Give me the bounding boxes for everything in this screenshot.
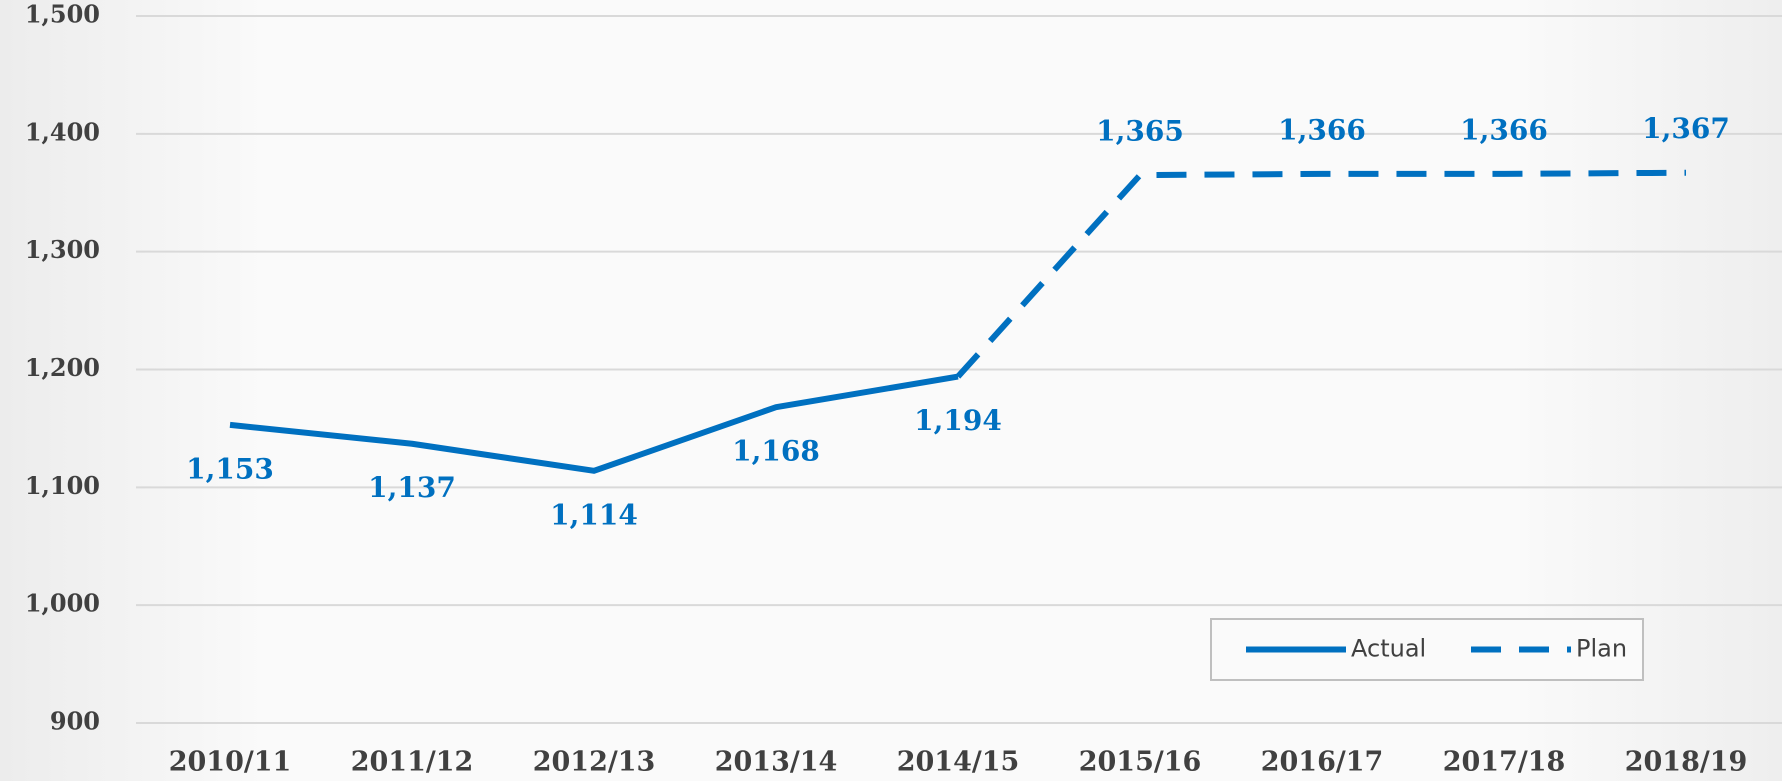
data-label: 1,114 (550, 498, 638, 531)
x-tick-label: 2011/12 (351, 747, 474, 778)
y-tick-label: 1,100 (25, 471, 100, 500)
chart: 900 1,000 1,100 1,200 1,300 1,400 1,500 2010/11… (0, 0, 1782, 781)
data-label: 1,366 (1278, 113, 1366, 146)
y-tick-label: 900 (50, 707, 100, 736)
x-tick-label: 2017/18 (1443, 747, 1566, 778)
legend-label: Plan (1576, 635, 1627, 663)
legend-label: Actual (1351, 635, 1426, 663)
y-tick-label: 1,200 (25, 353, 100, 382)
x-tick-label: 2010/11 (169, 747, 292, 778)
x-tick-label: 2012/13 (533, 747, 656, 778)
y-tick-label: 1,400 (25, 117, 100, 146)
page: {"chart_data": {"type": "line", "categor… (0, 0, 1782, 781)
data-label: 1,137 (368, 471, 456, 504)
x-tick-label: 2015/16 (1079, 747, 1202, 778)
x-tick-label: 2016/17 (1261, 747, 1384, 778)
y-tick-label: 1,500 (25, 0, 100, 29)
y-tick-label: 1,000 (25, 589, 100, 618)
data-label: 1,366 (1460, 113, 1548, 146)
data-label: 1,168 (732, 435, 820, 468)
x-tick-label: 2013/14 (715, 747, 838, 778)
data-label: 1,367 (1642, 112, 1730, 145)
y-tick-label: 1,300 (25, 235, 100, 264)
x-tick-label: 2014/15 (897, 747, 1020, 778)
data-label: 1,365 (1096, 115, 1184, 148)
data-label: 1,153 (186, 452, 274, 485)
data-label: 1,194 (914, 404, 1002, 437)
x-tick-label: 2018/19 (1625, 747, 1748, 778)
